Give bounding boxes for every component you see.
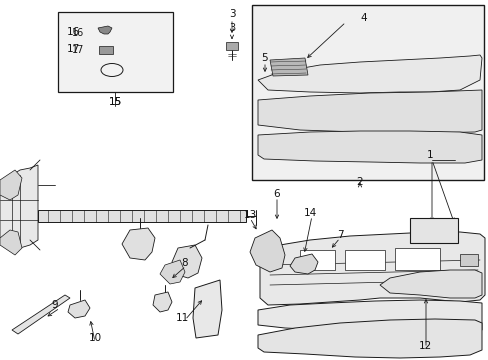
Text: 17: 17	[72, 45, 84, 55]
Polygon shape	[98, 26, 112, 34]
Polygon shape	[12, 295, 70, 334]
Text: 6: 6	[273, 189, 280, 199]
Polygon shape	[258, 319, 481, 358]
Polygon shape	[68, 300, 90, 318]
Polygon shape	[153, 292, 172, 312]
Polygon shape	[160, 260, 184, 284]
Text: 13: 13	[243, 210, 256, 220]
Text: 3: 3	[228, 23, 235, 33]
Polygon shape	[258, 300, 481, 333]
Text: 10: 10	[88, 333, 102, 343]
Text: 11: 11	[175, 313, 188, 323]
Bar	[345, 250, 384, 270]
Polygon shape	[258, 131, 481, 163]
Polygon shape	[0, 230, 22, 255]
Text: 14: 14	[303, 208, 316, 218]
Text: 2: 2	[356, 177, 363, 187]
Polygon shape	[0, 165, 38, 250]
Text: 15: 15	[108, 97, 122, 107]
Polygon shape	[260, 232, 484, 305]
Bar	[99, 46, 113, 54]
Text: 12: 12	[418, 341, 431, 351]
Polygon shape	[289, 254, 317, 274]
Polygon shape	[0, 170, 22, 200]
Text: 15: 15	[108, 97, 122, 107]
Bar	[394, 248, 439, 270]
Text: 9: 9	[52, 300, 58, 310]
Polygon shape	[249, 230, 285, 272]
Text: 7: 7	[336, 230, 343, 240]
Polygon shape	[379, 270, 481, 298]
Bar	[299, 250, 334, 270]
Bar	[251, 5, 483, 180]
Text: 1: 1	[426, 150, 432, 160]
Text: 3: 3	[228, 9, 235, 19]
Bar	[225, 42, 238, 50]
Polygon shape	[258, 55, 481, 93]
Bar	[409, 218, 457, 243]
Text: 16: 16	[66, 27, 80, 37]
Bar	[58, 12, 173, 92]
Polygon shape	[193, 280, 222, 338]
Text: 17: 17	[66, 44, 80, 54]
Bar	[459, 254, 477, 266]
Text: 4: 4	[360, 13, 366, 23]
Polygon shape	[172, 245, 202, 278]
Text: 8: 8	[182, 258, 188, 268]
Polygon shape	[122, 228, 155, 260]
Polygon shape	[269, 58, 307, 76]
Text: 5: 5	[261, 53, 268, 63]
Polygon shape	[258, 90, 481, 133]
Bar	[38, 210, 245, 222]
Text: 16: 16	[72, 28, 84, 38]
